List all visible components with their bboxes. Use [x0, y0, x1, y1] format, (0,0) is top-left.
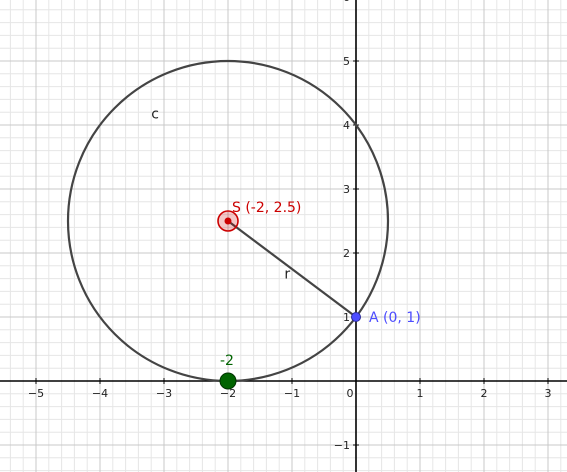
x-tick-label: 1	[417, 387, 424, 400]
x-tick-label: −3	[156, 387, 172, 400]
x-tick-label: 2	[481, 387, 488, 400]
point-a[interactable]	[351, 312, 361, 322]
y-tick-label: 6	[343, 0, 350, 4]
x-tick-label: −2	[220, 387, 236, 400]
y-tick-label: 4	[343, 119, 350, 132]
y-tick-label: 2	[343, 247, 350, 260]
x-tick-label: 3	[545, 387, 552, 400]
point-tangent-label[interactable]: -2	[220, 353, 234, 369]
x-tick-label: 0	[347, 387, 354, 400]
point-s[interactable]	[217, 210, 239, 232]
x-tick-label: −4	[92, 387, 108, 400]
y-tick-label: 1	[343, 311, 350, 324]
circle-c-label[interactable]: c	[151, 107, 159, 123]
point-s-label[interactable]: S (-2, 2.5)	[232, 200, 301, 216]
x-tick-label: −1	[284, 387, 300, 400]
segment-r[interactable]	[227, 220, 357, 318]
y-tick-label: −1	[334, 439, 350, 452]
y-tick-labels: −1 1 2 3 4 5 6	[334, 0, 359, 452]
x-tick-label: −5	[28, 387, 44, 400]
point-tangent[interactable]	[219, 372, 237, 390]
x-tick-labels: −5 −4 −3 −2 −1 0 1 2 3	[28, 378, 552, 400]
segment-r-label[interactable]: r	[284, 267, 290, 283]
y-tick-label: 5	[343, 55, 350, 68]
point-s-dot[interactable]	[224, 217, 232, 225]
y-tick-label: 3	[343, 183, 350, 196]
point-a-label[interactable]: A (0, 1)	[369, 310, 421, 326]
